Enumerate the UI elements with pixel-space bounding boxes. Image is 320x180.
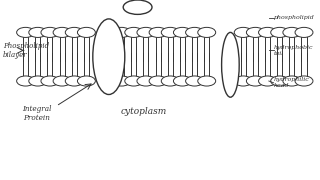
Circle shape: [113, 27, 131, 37]
Text: cytoplasm: cytoplasm: [121, 107, 167, 116]
Circle shape: [283, 27, 301, 37]
Circle shape: [246, 27, 264, 37]
Circle shape: [41, 76, 59, 86]
Circle shape: [173, 76, 191, 86]
Circle shape: [161, 27, 179, 37]
Circle shape: [17, 76, 35, 86]
Circle shape: [198, 76, 216, 86]
Ellipse shape: [123, 0, 152, 14]
Circle shape: [113, 76, 131, 86]
Circle shape: [234, 76, 252, 86]
Text: phospholipid: phospholipid: [274, 15, 314, 21]
Circle shape: [125, 76, 143, 86]
Circle shape: [246, 76, 264, 86]
Circle shape: [65, 76, 83, 86]
Circle shape: [149, 76, 167, 86]
Circle shape: [259, 76, 276, 86]
Circle shape: [149, 27, 167, 37]
Text: Integral
Protein: Integral Protein: [22, 105, 52, 122]
Circle shape: [77, 27, 95, 37]
Circle shape: [29, 27, 47, 37]
Circle shape: [137, 76, 155, 86]
Circle shape: [137, 27, 155, 37]
Circle shape: [41, 27, 59, 37]
Circle shape: [29, 76, 47, 86]
Ellipse shape: [93, 19, 125, 94]
Circle shape: [17, 27, 35, 37]
Circle shape: [234, 27, 252, 37]
Ellipse shape: [221, 32, 239, 97]
Circle shape: [186, 27, 204, 37]
Circle shape: [295, 27, 313, 37]
Circle shape: [125, 27, 143, 37]
Circle shape: [53, 76, 71, 86]
Circle shape: [259, 27, 276, 37]
Circle shape: [271, 76, 289, 86]
Circle shape: [161, 76, 179, 86]
Circle shape: [65, 27, 83, 37]
Circle shape: [53, 27, 71, 37]
Text: Phospholipid
bilayer: Phospholipid bilayer: [3, 42, 49, 59]
Circle shape: [283, 76, 301, 86]
Circle shape: [198, 27, 216, 37]
Circle shape: [173, 27, 191, 37]
Circle shape: [186, 76, 204, 86]
Circle shape: [77, 76, 95, 86]
Text: hydrophobic
tail: hydrophobic tail: [274, 45, 313, 56]
Circle shape: [271, 27, 289, 37]
Text: hydrophilic
head: hydrophilic head: [274, 77, 309, 88]
Circle shape: [295, 76, 313, 86]
